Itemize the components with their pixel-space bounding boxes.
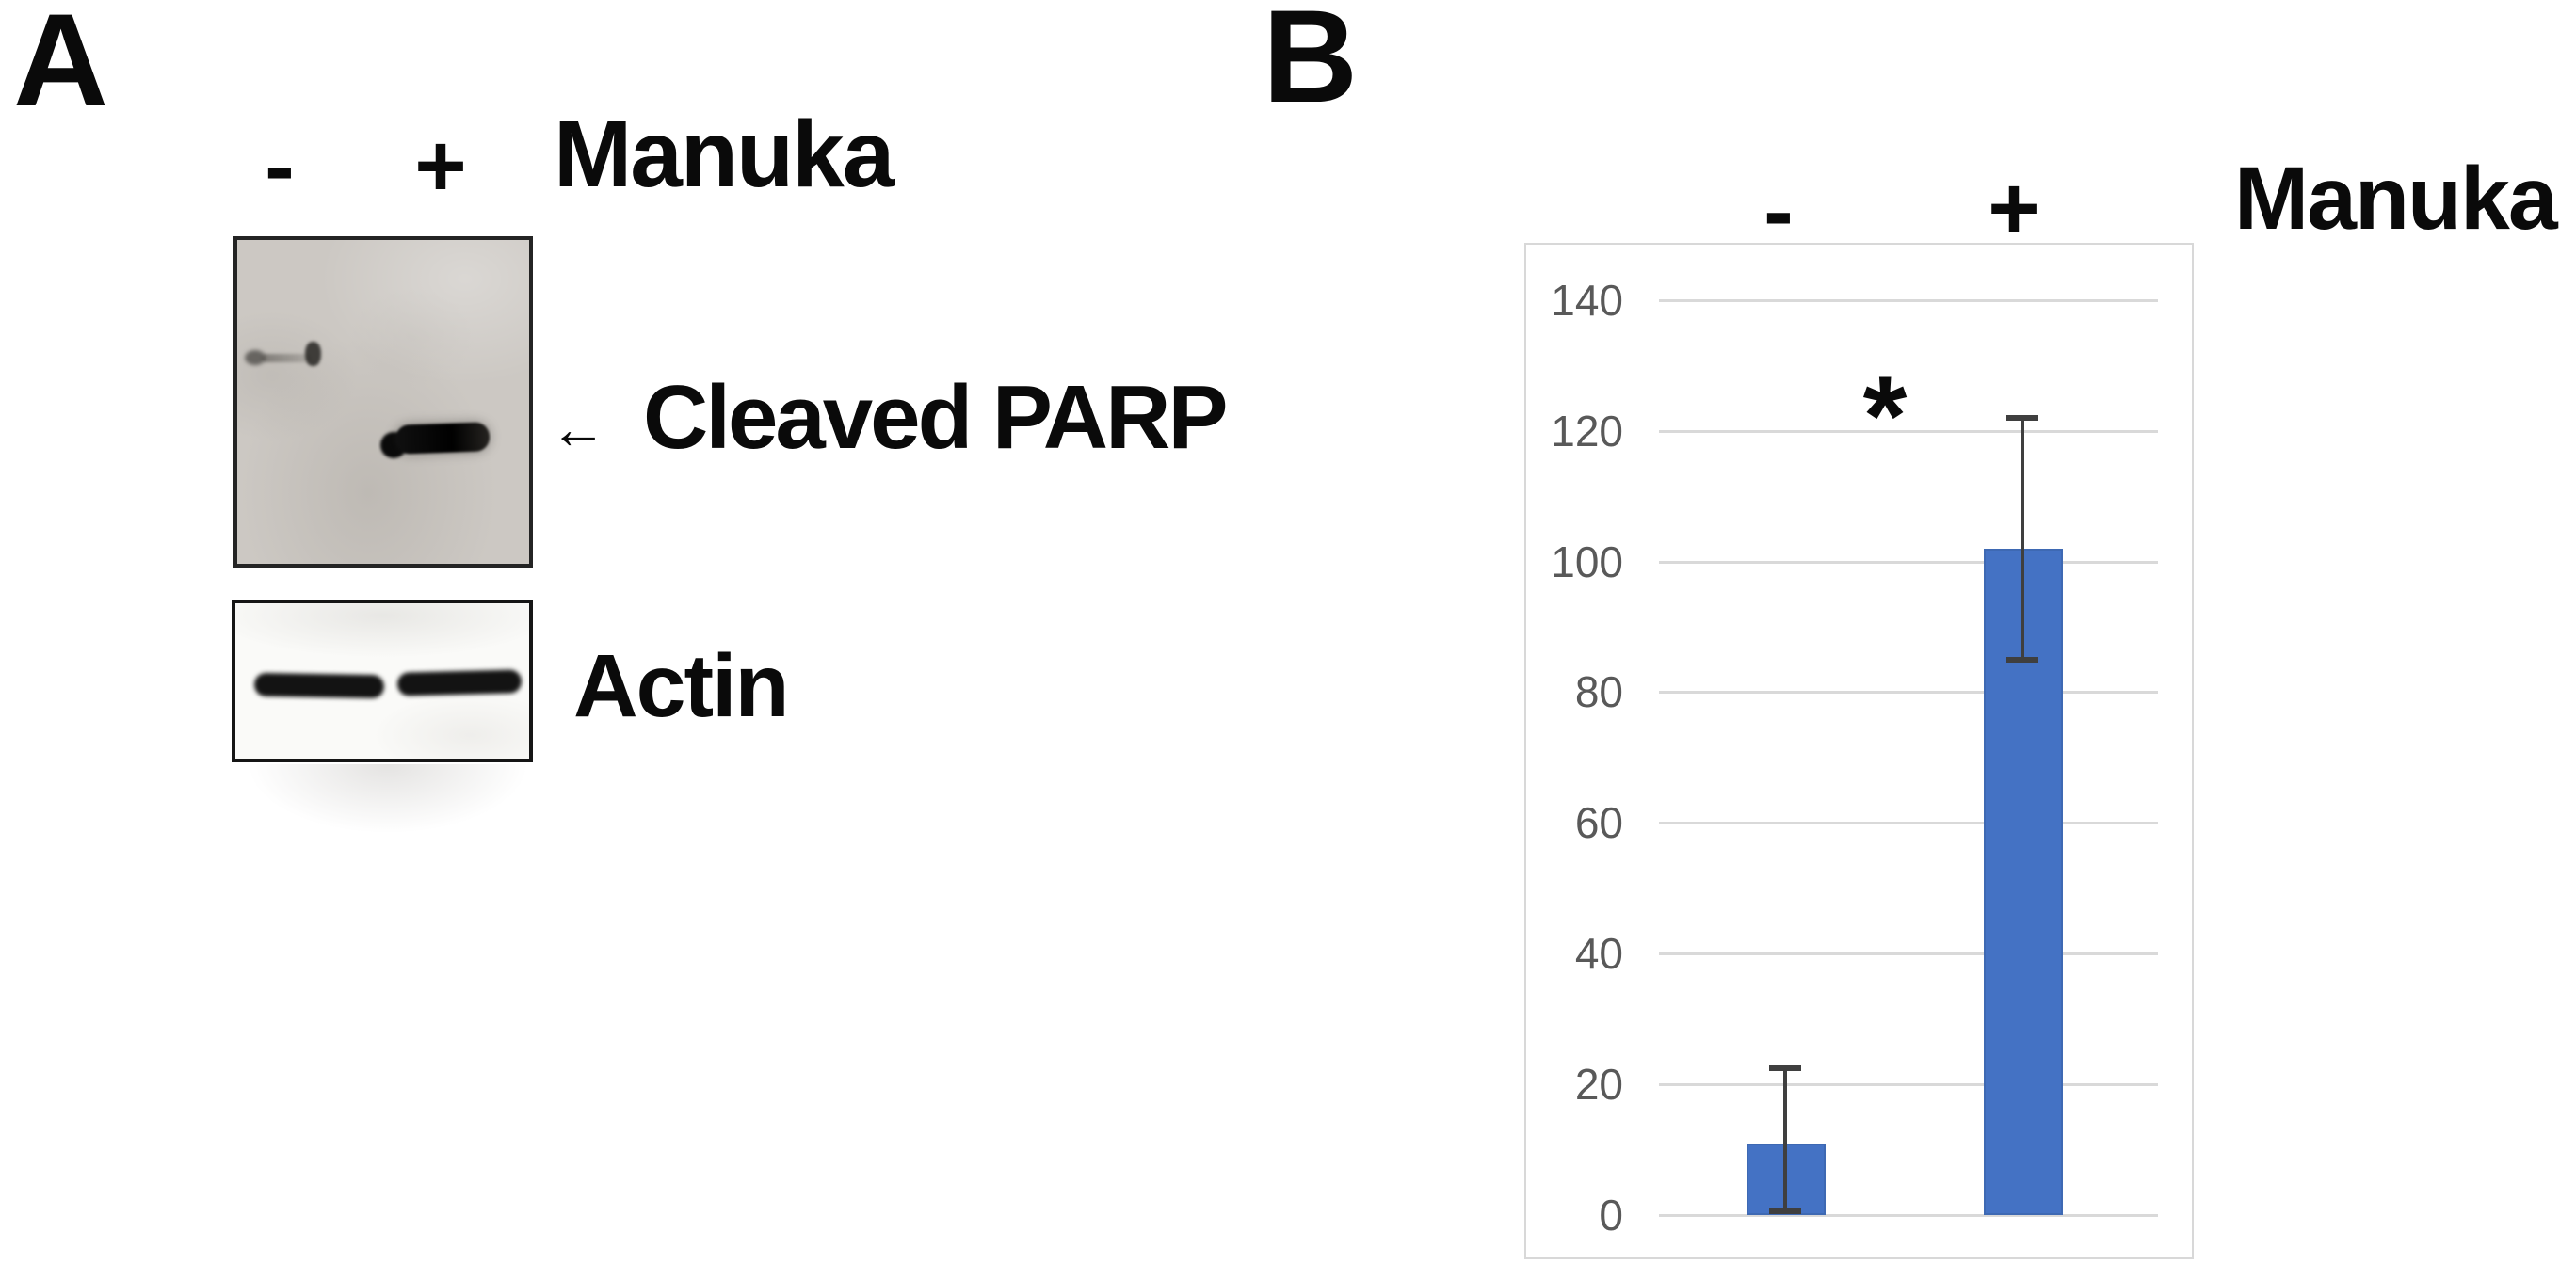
error-bar-cap (2006, 414, 2038, 421)
y-tick-label: 0 (1599, 1191, 1623, 1240)
bar-chart: 0 20 40 60 80 100 120 140 * (1524, 243, 2194, 1259)
parp-blot-image (233, 236, 533, 568)
panel-a-label: A (13, 0, 109, 134)
y-tick-label: 20 (1574, 1060, 1623, 1110)
y-gridline (1659, 1083, 2158, 1087)
cleaved-parp-annotation: Cleaved PARP (643, 367, 1228, 468)
y-tick-label: 100 (1551, 536, 1623, 586)
error-bar-cap (1769, 1208, 1801, 1214)
error-bar-cap (2006, 656, 2038, 663)
y-tick-label: 40 (1574, 929, 1623, 979)
panel-b-lane-plus-label: + (1988, 158, 2040, 259)
parp-faint-band-streak (262, 354, 311, 362)
y-gridline (1659, 429, 2158, 433)
actin-band-minus-lane (253, 672, 385, 699)
panel-a-lane-minus-label: - (265, 116, 295, 216)
y-gridline (1659, 822, 2158, 825)
band-bar (394, 422, 491, 455)
panel-a-treatment-label: Manuka (554, 102, 894, 207)
error-bar-line (1783, 1067, 1787, 1211)
y-tick-label: 140 (1551, 275, 1623, 325)
parp-strong-band (380, 421, 493, 462)
error-bar-line (2021, 417, 2024, 660)
error-bar-cap (1769, 1064, 1801, 1071)
actin-band-plus-lane (396, 669, 523, 696)
y-tick-label: 60 (1574, 798, 1623, 848)
y-tick-label: 80 (1574, 667, 1623, 717)
blot-shadow (247, 764, 529, 834)
y-tick-label: 120 (1551, 406, 1623, 456)
parp-faint-band-dot (245, 350, 266, 365)
significance-asterisk: * (1862, 353, 1908, 479)
y-gridline (1659, 691, 2158, 695)
panel-b-lane-minus-label: - (1763, 161, 1794, 262)
y-gridline (1659, 298, 2158, 302)
panel-b-label: B (1263, 0, 1359, 130)
y-gridline (1659, 560, 2158, 564)
y-gridline (1659, 1214, 2158, 1217)
parp-faint-band-dot2 (305, 342, 321, 366)
actin-annotation: Actin (573, 636, 789, 736)
panel-a-lane-plus-label: + (414, 116, 467, 216)
left-arrow-icon: ← (550, 397, 606, 460)
actin-blot-image (232, 600, 533, 762)
panel-b-treatment-label: Manuka (2234, 149, 2558, 248)
y-gridline (1659, 952, 2158, 956)
